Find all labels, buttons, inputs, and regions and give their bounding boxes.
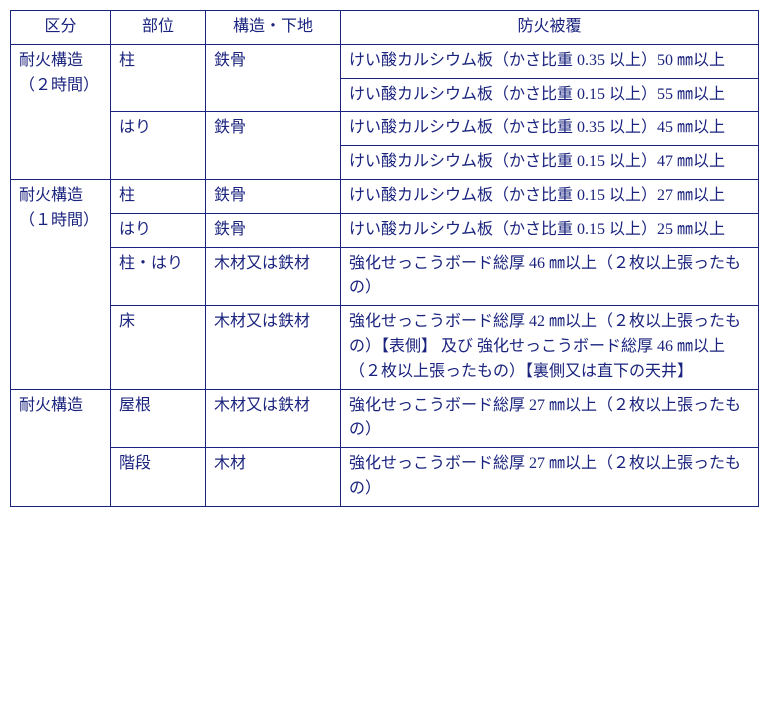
cell-kubun: 耐火構造（２時間） [11, 44, 111, 179]
table-row: 耐火構造（１時間） 柱 鉄骨 けい酸カルシウム板（かさ比重 0.15 以上）27… [11, 179, 759, 213]
cell-kouzou: 鉄骨 [206, 213, 341, 247]
cell-bui: 階段 [111, 448, 206, 507]
table-row: 床 木材又は鉄材 強化せっこうボード総厚 42 ㎜以上（２枚以上張ったもの）【表… [11, 306, 759, 389]
cell-kouzou: 鉄骨 [206, 44, 341, 112]
cell-hifuku: けい酸カルシウム板（かさ比重 0.35 以上）50 ㎜以上 [341, 44, 759, 78]
cell-hifuku: 強化せっこうボード総厚 42 ㎜以上（２枚以上張ったもの）【表側】 及び 強化せ… [341, 306, 759, 389]
table-row: 柱・はり 木材又は鉄材 強化せっこうボード総厚 46 ㎜以上（２枚以上張ったもの… [11, 247, 759, 306]
cell-hifuku: けい酸カルシウム板（かさ比重 0.15 以上）47 ㎜以上 [341, 146, 759, 180]
cell-bui: 柱・はり [111, 247, 206, 306]
cell-bui: 柱 [111, 44, 206, 112]
cell-hifuku: 強化せっこうボード総厚 27 ㎜以上（２枚以上張ったもの） [341, 389, 759, 448]
cell-kouzou: 鉄骨 [206, 112, 341, 180]
cell-hifuku: けい酸カルシウム板（かさ比重 0.15 以上）25 ㎜以上 [341, 213, 759, 247]
table-row: はり 鉄骨 けい酸カルシウム板（かさ比重 0.35 以上）45 ㎜以上 [11, 112, 759, 146]
cell-hifuku: けい酸カルシウム板（かさ比重 0.35 以上）45 ㎜以上 [341, 112, 759, 146]
col-header-kubun: 区分 [11, 11, 111, 45]
cell-hifuku: 強化せっこうボード総厚 27 ㎜以上（２枚以上張ったもの） [341, 448, 759, 507]
cell-kouzou: 木材 [206, 448, 341, 507]
cell-kouzou: 木材又は鉄材 [206, 247, 341, 306]
table-row: 耐火構造（２時間） 柱 鉄骨 けい酸カルシウム板（かさ比重 0.35 以上）50… [11, 44, 759, 78]
cell-kouzou: 木材又は鉄材 [206, 306, 341, 389]
cell-kubun: 耐火構造 [11, 389, 111, 506]
cell-kubun: 耐火構造（１時間） [11, 179, 111, 389]
cell-bui: 床 [111, 306, 206, 389]
col-header-bui: 部位 [111, 11, 206, 45]
table-row: 耐火構造 屋根 木材又は鉄材 強化せっこうボード総厚 27 ㎜以上（２枚以上張っ… [11, 389, 759, 448]
cell-kouzou: 木材又は鉄材 [206, 389, 341, 448]
cell-hifuku: けい酸カルシウム板（かさ比重 0.15 以上）55 ㎜以上 [341, 78, 759, 112]
cell-bui: はり [111, 213, 206, 247]
cell-kouzou: 鉄骨 [206, 179, 341, 213]
table-row: はり 鉄骨 けい酸カルシウム板（かさ比重 0.15 以上）25 ㎜以上 [11, 213, 759, 247]
table-row: 階段 木材 強化せっこうボード総厚 27 ㎜以上（２枚以上張ったもの） [11, 448, 759, 507]
col-header-hifuku: 防火被覆 [341, 11, 759, 45]
table-header-row: 区分 部位 構造・下地 防火被覆 [11, 11, 759, 45]
fire-resistance-table: 区分 部位 構造・下地 防火被覆 耐火構造（２時間） 柱 鉄骨 けい酸カルシウム… [10, 10, 759, 507]
cell-hifuku: けい酸カルシウム板（かさ比重 0.15 以上）27 ㎜以上 [341, 179, 759, 213]
cell-bui: 屋根 [111, 389, 206, 448]
cell-bui: 柱 [111, 179, 206, 213]
col-header-kouzou: 構造・下地 [206, 11, 341, 45]
cell-bui: はり [111, 112, 206, 180]
cell-hifuku: 強化せっこうボード総厚 46 ㎜以上（２枚以上張ったもの） [341, 247, 759, 306]
